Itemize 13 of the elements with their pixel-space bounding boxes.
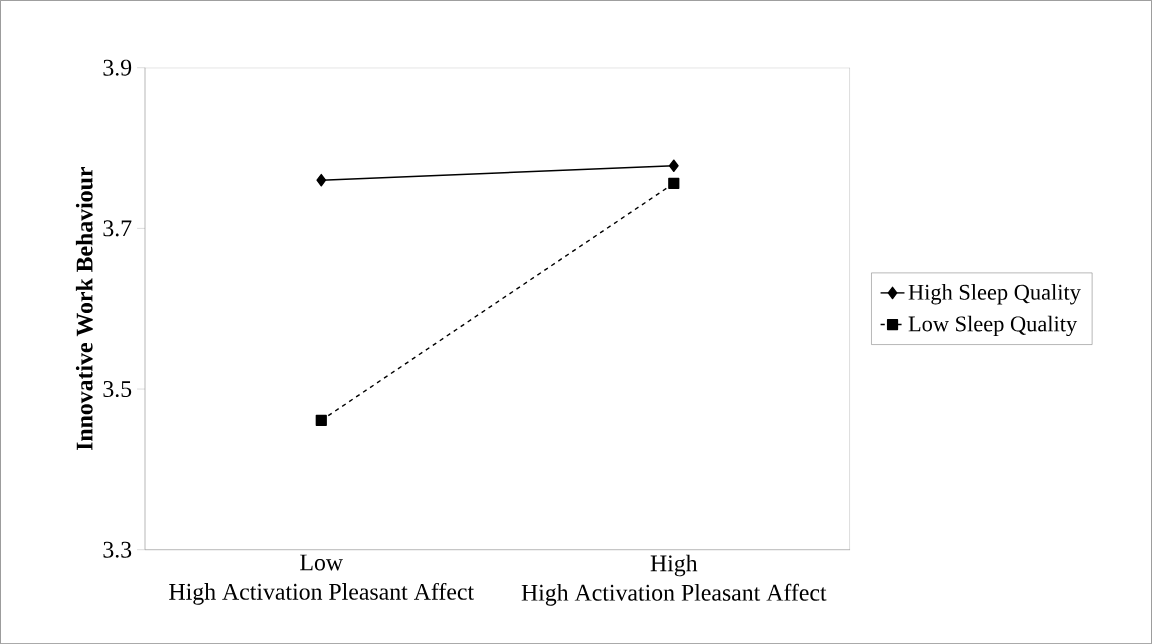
point [315, 414, 327, 426]
y-axis-title: Innovative Work Behaviour [75, 167, 93, 450]
x-tick-label: Low High Activation Pleasant Affect [169, 554, 474, 605]
y-tick-label: 3.7 [103, 220, 132, 237]
point [316, 173, 327, 187]
legend-label: Low Sleep Quality [908, 315, 1078, 337]
x-tick-label: High High Activation Pleasant Affect [521, 554, 827, 606]
y-tick-label: 3.5 [103, 380, 132, 398]
y-tick-label: 3.9 [103, 59, 132, 76]
y-tick-label: 3.3 [103, 541, 132, 558]
legend-label: High Sleep Quality [908, 284, 1081, 305]
point [668, 159, 679, 172]
point [668, 177, 680, 189]
